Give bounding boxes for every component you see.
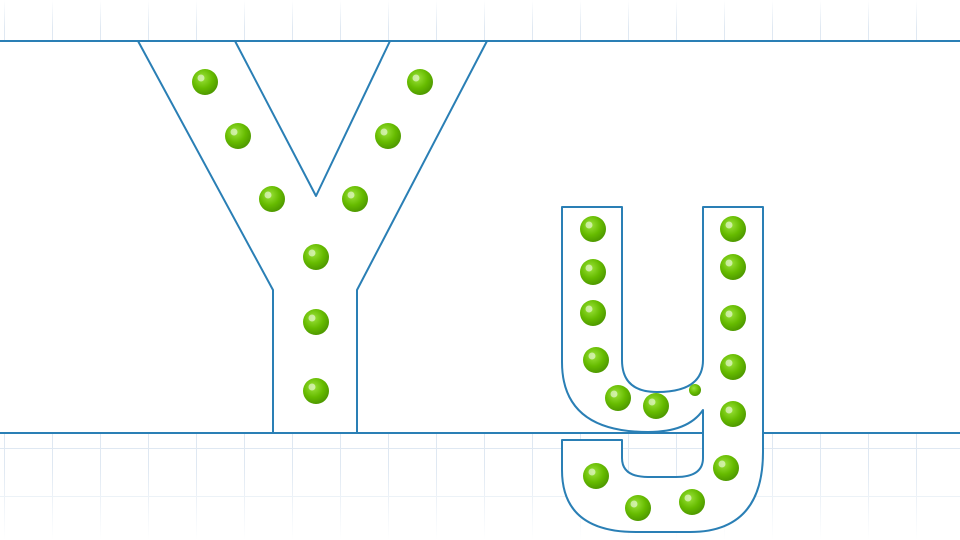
lowercase-tracing-dot[interactable] [583,463,609,489]
uppercase-dot-highlight [380,128,388,136]
lowercase-y-letter [561,206,764,533]
lowercase-tracing-dot[interactable] [689,384,701,396]
lowercase-tracing-dot[interactable] [605,385,631,411]
lowercase-tracing-dot[interactable] [720,305,746,331]
uppercase-tracing-dot[interactable] [303,244,329,270]
lowercase-tracing-dot[interactable] [679,489,705,515]
uppercase-dot-highlight [308,383,316,391]
lowercase-dot-highlight [725,310,733,318]
uppercase-tracing-dot[interactable] [303,378,329,404]
uppercase-dot-highlight [197,74,205,82]
lowercase-tracing-dot[interactable] [580,216,606,242]
lowercase-tracing-dot[interactable] [713,455,739,481]
lowercase-dot-highlight [585,221,593,229]
lowercase-dot-highlight [725,259,733,267]
lowercase-dot-highlight [684,494,692,502]
lowercase-dot-highlight [725,406,733,414]
lowercase-tracing-dot[interactable] [625,495,651,521]
uppercase-dot-highlight [264,191,272,199]
uppercase-tracing-dot[interactable] [375,123,401,149]
lowercase-dot-highlight [725,359,733,367]
lowercase-dot-highlight [585,305,593,313]
lowercase-dot-highlight [725,221,733,229]
uppercase-tracing-dot[interactable] [342,186,368,212]
uppercase-dot-highlight [412,74,420,82]
uppercase-tracing-dot[interactable] [192,69,218,95]
lowercase-dot-highlight [718,460,726,468]
uppercase-y-letter [137,40,488,434]
lowercase-tracing-dot[interactable] [583,347,609,373]
uppercase-tracing-dot[interactable] [225,123,251,149]
grid-background-bottom [0,434,960,540]
uppercase-dot-highlight [308,314,316,322]
lowercase-tracing-dot[interactable] [720,354,746,380]
lowercase-dot-highlight [585,264,593,272]
lowercase-tracing-dot[interactable] [580,300,606,326]
lowercase-dot-highlight [588,468,596,476]
lowercase-tracing-dot[interactable] [580,259,606,285]
lowercase-tracing-dot[interactable] [643,393,669,419]
uppercase-tracing-dot[interactable] [259,186,285,212]
uppercase-dot-highlight [308,249,316,257]
lowercase-tracing-dot[interactable] [720,216,746,242]
uppercase-y-outline [137,40,488,434]
lowercase-tracing-dot[interactable] [720,254,746,280]
uppercase-tracing-dot[interactable] [407,69,433,95]
lowercase-y-outline [561,206,764,533]
lowercase-dot-highlight [588,352,596,360]
lowercase-dot-highlight [630,500,638,508]
lowercase-dot-highlight [648,398,656,406]
grid-background-top [0,0,960,40]
lowercase-tracing-dot[interactable] [720,401,746,427]
uppercase-tracing-dot[interactable] [303,309,329,335]
lowercase-dot-highlight [610,390,618,398]
uppercase-dot-highlight [230,128,238,136]
uppercase-dot-highlight [347,191,355,199]
